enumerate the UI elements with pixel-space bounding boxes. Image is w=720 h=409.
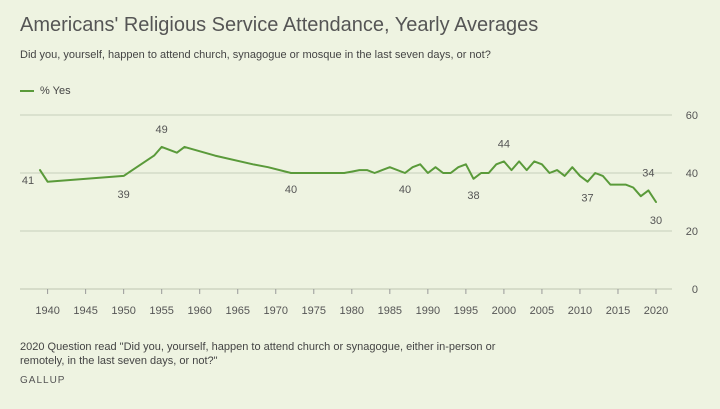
footnote: 2020 Question read "Did you, yourself, h… xyxy=(20,341,496,367)
data-label: 38 xyxy=(467,190,479,202)
source-label: GALLUP xyxy=(20,375,66,386)
data-label: 30 xyxy=(650,215,662,227)
data-label: 34 xyxy=(642,167,654,179)
chart-subtitle: Did you, yourself, happen to attend chur… xyxy=(20,49,491,61)
x-tick-label: 1945 xyxy=(73,305,97,317)
x-tick-label: 1985 xyxy=(378,305,402,317)
x-tick-label: 1975 xyxy=(302,305,326,317)
data-label: 40 xyxy=(285,184,297,196)
x-tick-label: 1990 xyxy=(416,305,440,317)
x-tick-label: 1965 xyxy=(225,305,249,317)
y-tick-label: 20 xyxy=(686,226,698,238)
series-line-0 xyxy=(39,145,657,203)
legend-label: % Yes xyxy=(40,85,71,97)
x-tick-label: 1940 xyxy=(35,305,59,317)
y-tick-label: 60 xyxy=(686,110,698,122)
x-tick-label: 2005 xyxy=(530,305,554,317)
x-tick-label: 1960 xyxy=(187,305,211,317)
x-tick-label: 1995 xyxy=(454,305,478,317)
x-tick-label: 1970 xyxy=(264,305,288,317)
y-tick-label: 0 xyxy=(692,284,698,296)
data-label: 44 xyxy=(498,138,510,150)
data-label: 41 xyxy=(22,175,34,187)
x-tick-label: 1950 xyxy=(111,305,135,317)
data-label: 39 xyxy=(118,189,130,201)
x-tick-label: 1955 xyxy=(149,305,173,317)
x-tick-label: 2000 xyxy=(492,305,516,317)
x-tick-label: 2010 xyxy=(568,305,592,317)
legend: % Yes xyxy=(20,85,71,97)
x-tick-label: 2020 xyxy=(644,305,668,317)
x-tick-label: 2015 xyxy=(606,305,630,317)
y-tick-label: 40 xyxy=(686,168,698,180)
data-label: 37 xyxy=(581,193,593,205)
x-tick-label: 1980 xyxy=(340,305,364,317)
chart-title: Americans' Religious Service Attendance,… xyxy=(20,14,539,36)
data-label: 49 xyxy=(156,124,168,136)
legend-swatch xyxy=(20,90,34,92)
data-label: 40 xyxy=(399,184,411,196)
